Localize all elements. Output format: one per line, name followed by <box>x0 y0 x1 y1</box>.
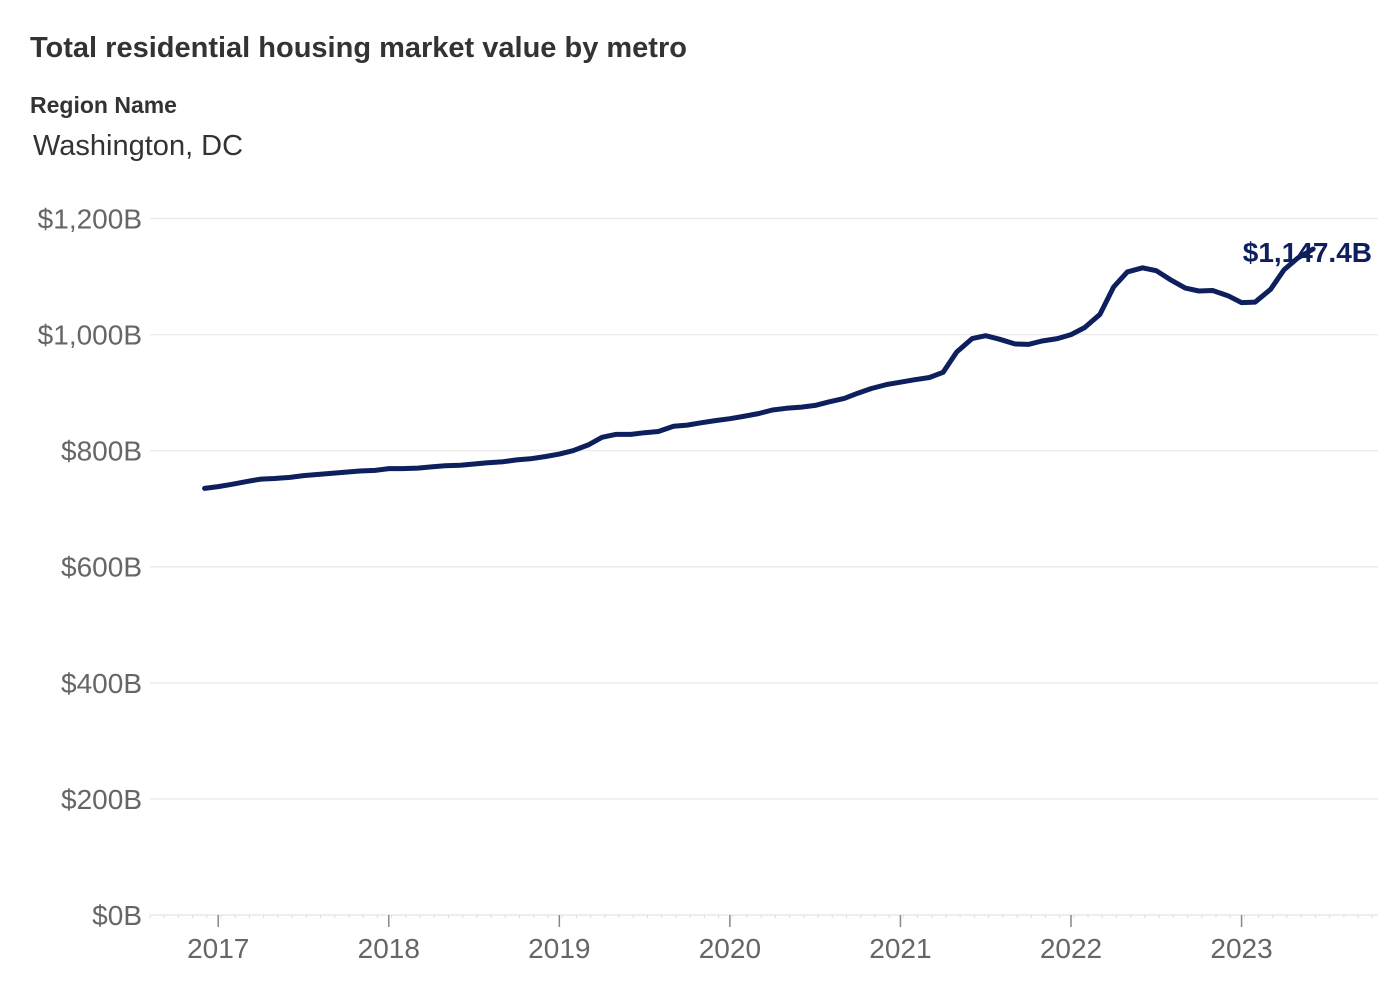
x-tick-label: 2019 <box>528 933 590 964</box>
region-filter-value[interactable]: Washington, DC <box>33 130 244 162</box>
x-tick-label: 2023 <box>1210 933 1272 964</box>
y-tick-label: $400B <box>61 668 142 699</box>
end-value-label: $1,147.4B <box>1243 237 1372 268</box>
y-axis: $0B $200B $400B $600B $800B $1,000B $1,200B <box>38 203 142 931</box>
y-tick-label: $1,000B <box>38 320 142 351</box>
y-tick-label: $200B <box>61 784 142 815</box>
region-filter-label: Region Name <box>30 92 177 118</box>
series-group <box>202 246 1316 491</box>
y-tick-label: $1,200B <box>38 203 142 234</box>
grid-lines <box>150 217 1378 916</box>
x-tick-label: 2018 <box>358 933 420 964</box>
x-tick-label: 2017 <box>187 933 249 964</box>
x-axis: 2017 2018 2019 2020 2021 2022 2023 <box>149 914 1378 964</box>
x-tick-label: 2021 <box>869 933 931 964</box>
chart-title: Total residential housing market value b… <box>30 32 687 64</box>
y-tick-label: $0B <box>92 900 142 931</box>
x-tick-label: 2022 <box>1040 933 1102 964</box>
series-line <box>202 246 1316 491</box>
y-tick-label: $600B <box>61 552 142 583</box>
y-tick-label: $800B <box>61 436 142 467</box>
x-tick-label: 2020 <box>699 933 761 964</box>
